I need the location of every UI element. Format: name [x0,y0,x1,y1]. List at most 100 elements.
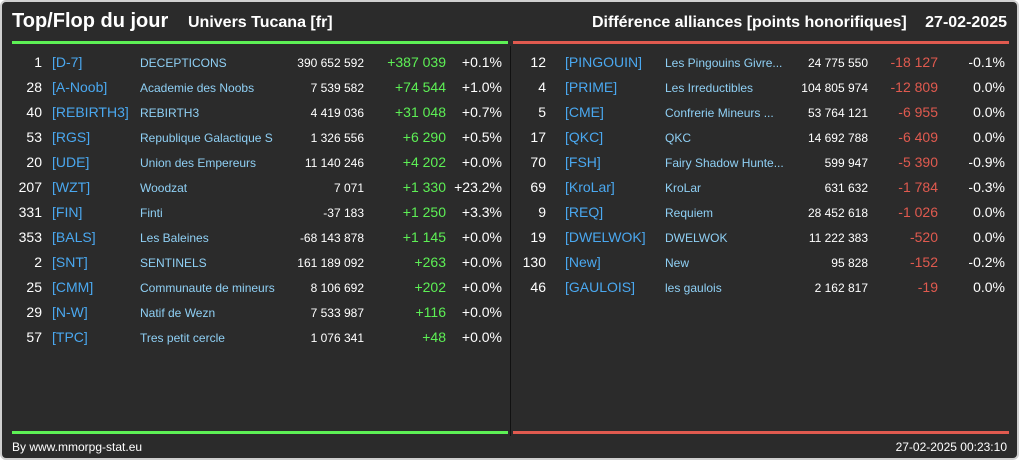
alliance-name-link[interactable]: KroLar [665,181,702,195]
alliance-tag-link[interactable]: [A-Noob] [52,79,108,95]
header-right: Différence alliances [points honorifique… [578,14,1007,32]
date-label: 27-02-2025 [925,14,1007,31]
alliance-tag-link[interactable]: [CMM] [52,279,94,295]
alliance-tag-link[interactable]: [N-W] [52,304,88,320]
rank-cell: 1 [34,54,42,70]
alliance-tag-link[interactable]: [BALS] [52,229,96,245]
alliance-tag-link[interactable]: [UDE] [52,154,90,170]
rank-cell: 4 [538,79,546,95]
diff-cell: +116 [415,304,447,320]
diff-cell: +48 [422,329,446,345]
rank-cell: 331 [18,204,42,220]
table-row: 25 [CMM] Communaute de mineurs 8 106 692 +20… [2,274,502,299]
table-row: 9 [REQ] Requiem 28 452 618 -1 026 0.0% [512,199,1012,224]
alliance-tag-link[interactable]: [REQ] [565,204,604,220]
timestamp: 27-02-2025 00:23:10 [895,440,1007,454]
points-cell: 2 162 817 [814,281,868,295]
percent-cell: 0.0% [973,79,1005,95]
alliance-tag-link[interactable]: [RGS] [52,129,91,145]
percent-cell: 0.0% [973,279,1005,295]
table-row: 70 [FSH] Fairy Shadow Hunte... 599 947 -5 39… [512,149,1012,174]
alliance-name-link[interactable]: les gaulois [665,281,722,295]
alliance-tag-link[interactable]: [SNT] [52,254,88,270]
rank-cell: 46 [530,279,546,295]
table-row: 207 [WZT] Woodzat 7 071 +1 330 +23.2% [2,174,502,199]
alliance-name-link[interactable]: QKC [665,131,692,145]
points-cell: -37 183 [323,206,364,220]
alliance-name-link[interactable]: Fairy Shadow Hunte... [665,156,784,170]
alliance-tag-link[interactable]: [GAULOIS] [565,279,636,295]
alliance-tag-link[interactable]: [FIN] [52,204,83,220]
alliance-tag-link[interactable]: [TPC] [52,329,88,345]
points-cell: 53 764 121 [807,106,868,120]
alliance-name-link[interactable]: SENTINELS [140,256,207,270]
credit-link[interactable]: By www.mmorpg-stat.eu [12,440,143,454]
diff-cell: -19 [917,279,938,295]
diff-cell: +202 [414,279,446,295]
percent-cell: -0.2% [968,254,1005,270]
alliance-name-link[interactable]: Confrerie Mineurs ... [665,106,774,120]
alliance-tag-link[interactable]: [FSH] [565,154,601,170]
rank-cell: 130 [522,254,546,270]
alliance-name-link[interactable]: Tres petit cercle [140,331,225,345]
points-cell: 390 652 592 [297,56,364,70]
diff-cell: -5 390 [898,154,938,170]
table-row: 69 [KroLar] KroLar 631 632 -1 784 -0.3% [512,174,1012,199]
alliance-name-link[interactable]: DECEPTICONS [140,56,227,70]
points-cell: 14 692 788 [807,131,868,145]
alliance-tag-link[interactable]: [PRIME] [565,79,618,95]
alliance-name-link[interactable]: Republique Galactique S [140,131,273,145]
percent-cell: +3.3% [461,204,502,220]
alliance-name-link[interactable]: Communaute de mineurs [140,281,275,295]
alliance-name-link[interactable]: Academie des Noobs [140,81,255,95]
alliance-tag-link[interactable]: [New] [565,254,601,270]
points-cell: 1 076 341 [310,331,364,345]
points-cell: 7 533 987 [310,306,364,320]
table-row: 17 [QKC] QKC 14 692 788 -6 409 0.0% [512,124,1012,149]
alliance-tag-link[interactable]: [WZT] [52,179,91,195]
points-cell: -68 143 878 [299,231,364,245]
alliance-name-link[interactable]: Natif de Wezn [140,306,216,320]
alliance-tag-link[interactable]: [DWELWOK] [565,229,646,245]
points-cell: 8 106 692 [310,281,364,295]
alliance-name-link[interactable]: Les Pingouins Givre... [665,56,783,70]
alliance-name-link[interactable]: Les Baleines [140,231,209,245]
rank-cell: 20 [26,154,42,170]
diff-cell: -6 409 [898,129,938,145]
alliance-name-link[interactable]: Finti [140,206,163,220]
points-cell: 95 828 [831,256,868,270]
alliance-name-link[interactable]: Les Irreductibles [665,81,754,95]
alliance-name-link[interactable]: DWELWOK [665,231,728,245]
diff-cell: +263 [414,254,446,270]
diff-cell: +1 250 [402,204,446,220]
diff-cell: -18 127 [890,54,938,70]
rank-cell: 70 [530,154,546,170]
rank-cell: 2 [34,254,42,270]
alliance-name-link[interactable]: Union des Empereurs [140,156,257,170]
alliance-name-link[interactable]: Woodzat [140,181,188,195]
rank-cell: 5 [538,104,546,120]
rank-cell: 12 [530,54,546,70]
flop-bottom-line [513,431,1009,434]
alliance-name-link[interactable]: REBIRTH3 [140,106,200,120]
alliance-tag-link[interactable]: [D-7] [52,54,83,70]
rank-cell: 25 [26,279,42,295]
rank-cell: 40 [26,104,42,120]
alliance-tag-link[interactable]: [QKC] [565,129,604,145]
table-row: 130 [New] New 95 828 -152 -0.2% [512,249,1012,274]
rank-cell: 28 [26,79,42,95]
alliance-tag-link[interactable]: [PINGOUIN] [565,54,643,70]
alliance-tag-link[interactable]: [KroLar] [565,179,615,195]
diff-cell: +31 048 [395,104,446,120]
alliance-name-link[interactable]: New [665,256,690,270]
alliance-tag-link[interactable]: [REBIRTH3] [52,104,129,120]
points-cell: 11 222 383 [808,231,868,245]
rank-cell: 353 [18,229,42,245]
percent-cell: -0.1% [968,54,1005,70]
points-cell: 1 326 556 [310,131,364,145]
rank-cell: 29 [26,304,42,320]
percent-cell: 0.0% [973,204,1005,220]
table-row: 1 [D-7] DECEPTICONS 390 652 592 +387 039 +0.1… [2,49,502,74]
alliance-tag-link[interactable]: [CME] [565,104,604,120]
alliance-name-link[interactable]: Requiem [665,206,714,220]
